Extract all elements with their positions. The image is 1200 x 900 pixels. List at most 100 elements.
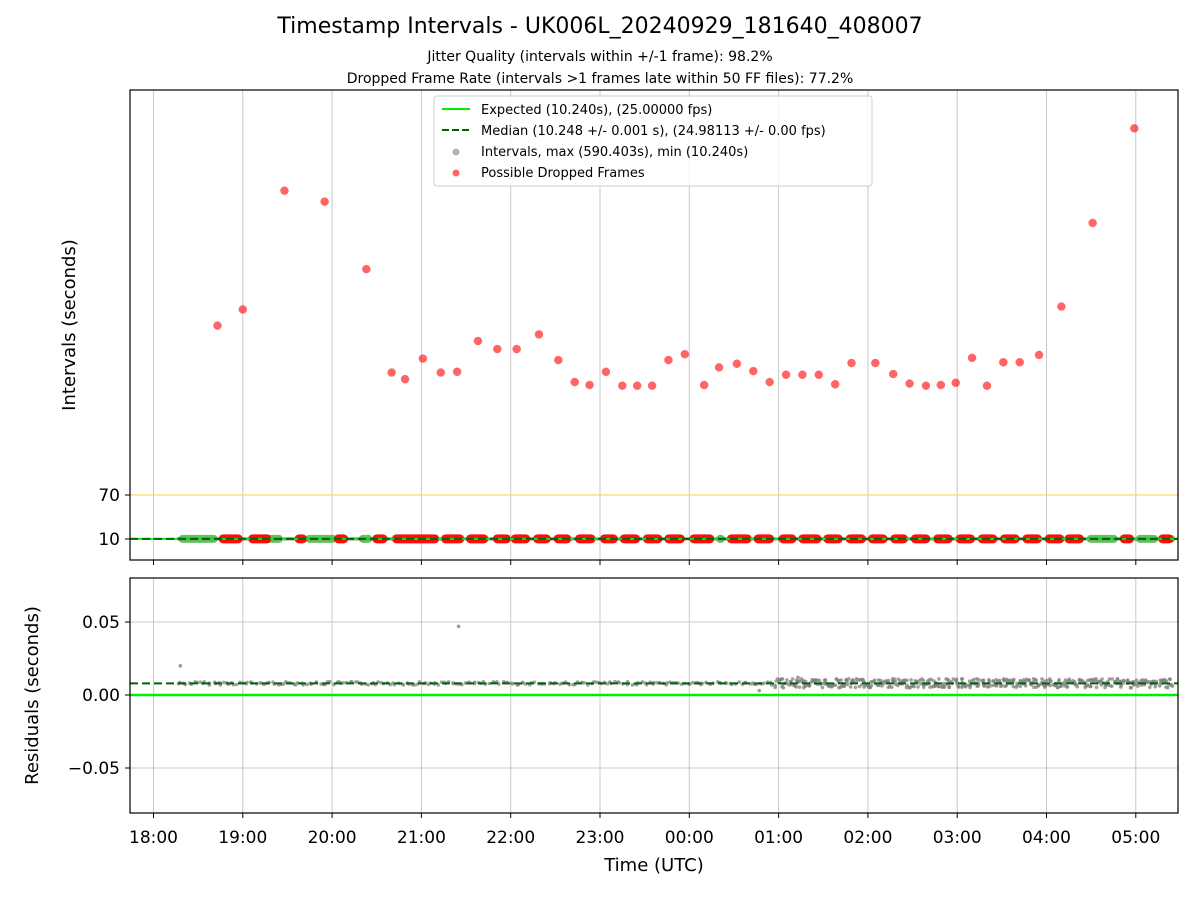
dropped-frame-point [213, 321, 222, 330]
residual-point [1011, 677, 1016, 682]
residual-outlier [757, 688, 762, 693]
residual-point [1088, 684, 1093, 689]
residual-point [780, 677, 785, 681]
residual-point [921, 685, 926, 690]
residual-point [1151, 679, 1156, 684]
dropped-frame-point [238, 305, 248, 314]
residual-point [1018, 679, 1022, 683]
residual-point [1168, 677, 1172, 681]
residual-point [928, 685, 932, 689]
dropped-frame-point [570, 377, 579, 387]
residual-point [785, 678, 789, 682]
residuals-y-tick-label: 0.00 [82, 686, 120, 706]
residual-point [905, 678, 909, 683]
residual-point [1134, 678, 1139, 683]
time-x-label: Time (UTC) [603, 855, 704, 876]
dropped-frame-points [213, 124, 1139, 390]
residual-point [1110, 684, 1114, 688]
residual-point [937, 677, 941, 681]
dropped-frame-point [512, 344, 521, 354]
residual-point [1129, 685, 1134, 690]
residual-point [1100, 677, 1104, 681]
dropped-frame-point [601, 367, 611, 377]
dropped-frame-point [452, 367, 462, 377]
residual-point [918, 681, 923, 686]
residual-point [1154, 679, 1159, 684]
residual-point [893, 679, 898, 684]
dropped-frame-point [871, 358, 880, 368]
residual-point [803, 684, 808, 688]
residual-point [912, 684, 916, 689]
residual-point [1147, 685, 1152, 690]
residual-point [1040, 677, 1044, 681]
residual-point [1078, 678, 1083, 683]
residual-point [1121, 681, 1125, 686]
time-x-tick-label: 18:00 [129, 828, 178, 848]
dropped-frame-point [699, 380, 709, 390]
dropped-frame-point [798, 370, 807, 379]
dropped-frame-point [982, 381, 992, 390]
residual-point [815, 678, 820, 683]
dropped-frame-point [830, 380, 840, 389]
dropped-frame-point [765, 377, 774, 387]
time-x-tick-label: 21:00 [397, 828, 446, 848]
dropped-frame-point [473, 336, 483, 346]
residual-outlier [456, 624, 461, 629]
residual-outlier [796, 675, 800, 680]
residual-point [582, 681, 587, 685]
residual-point [1161, 678, 1166, 682]
residual-point [878, 678, 883, 683]
residual-point [921, 678, 926, 683]
dropped-frame-point [362, 264, 371, 274]
dropped-frame-point [632, 381, 642, 390]
residual-point [1103, 685, 1107, 690]
dropped-frame-point [664, 355, 673, 365]
residual-point [222, 680, 226, 685]
residual-point [1075, 684, 1080, 689]
residual-point [951, 677, 956, 681]
dropped-frame-point [280, 186, 289, 195]
residual-point [929, 677, 933, 682]
legend: Expected (10.240s), (25.00000 fps) Media… [433, 95, 873, 187]
residuals-x-ticks: 18:00 19:00 20:00 21:00 22:00 23:00 00:00 01:00… [129, 813, 1160, 848]
time-x-tick-label: 01:00 [754, 828, 803, 848]
residual-point [979, 678, 984, 683]
residual-point [896, 677, 901, 682]
jitter-quality-subtitle: Jitter Quality (intervals within +/-1 fr… [427, 49, 773, 65]
dropped-frame-point [936, 380, 946, 390]
residual-point [366, 682, 371, 687]
residual-point [937, 684, 942, 688]
dropped-frame-point [400, 374, 410, 384]
residual-point [778, 678, 782, 683]
dropped-frame-point [387, 368, 396, 377]
residual-point [1062, 682, 1067, 686]
residual-point [737, 680, 742, 684]
residual-point [998, 684, 1003, 689]
residual-point [1115, 677, 1120, 682]
dropped-frame-point [436, 368, 445, 377]
residual-point [807, 684, 812, 688]
residual-point [880, 684, 884, 688]
residual-point [853, 685, 858, 690]
dropped-frame-point [714, 363, 724, 372]
residual-point [1059, 684, 1063, 689]
residual-point [960, 677, 965, 681]
dropped-frame-point [1057, 302, 1066, 311]
time-x-tick-label: 22:00 [486, 828, 535, 848]
residual-point [887, 684, 892, 689]
residual-point [1021, 678, 1026, 682]
dropped-frame-point [847, 358, 856, 368]
time-x-tick-label: 00:00 [665, 828, 714, 848]
legend-intervals-label: Intervals, max (590.403s), min (10.240s) [481, 145, 748, 160]
residual-point [994, 684, 999, 688]
residual-point [773, 683, 777, 688]
residual-point [1153, 684, 1158, 689]
dropped-frame-point [618, 381, 627, 390]
legend-intervals-swatch [452, 148, 460, 156]
residuals-y-tick-label: −0.05 [68, 759, 120, 779]
residual-point [401, 683, 406, 687]
residual-point [234, 682, 239, 687]
legend-dropped-label: Possible Dropped Frames [481, 166, 645, 181]
residual-point [341, 681, 346, 685]
time-x-tick-label: 04:00 [1022, 828, 1071, 848]
